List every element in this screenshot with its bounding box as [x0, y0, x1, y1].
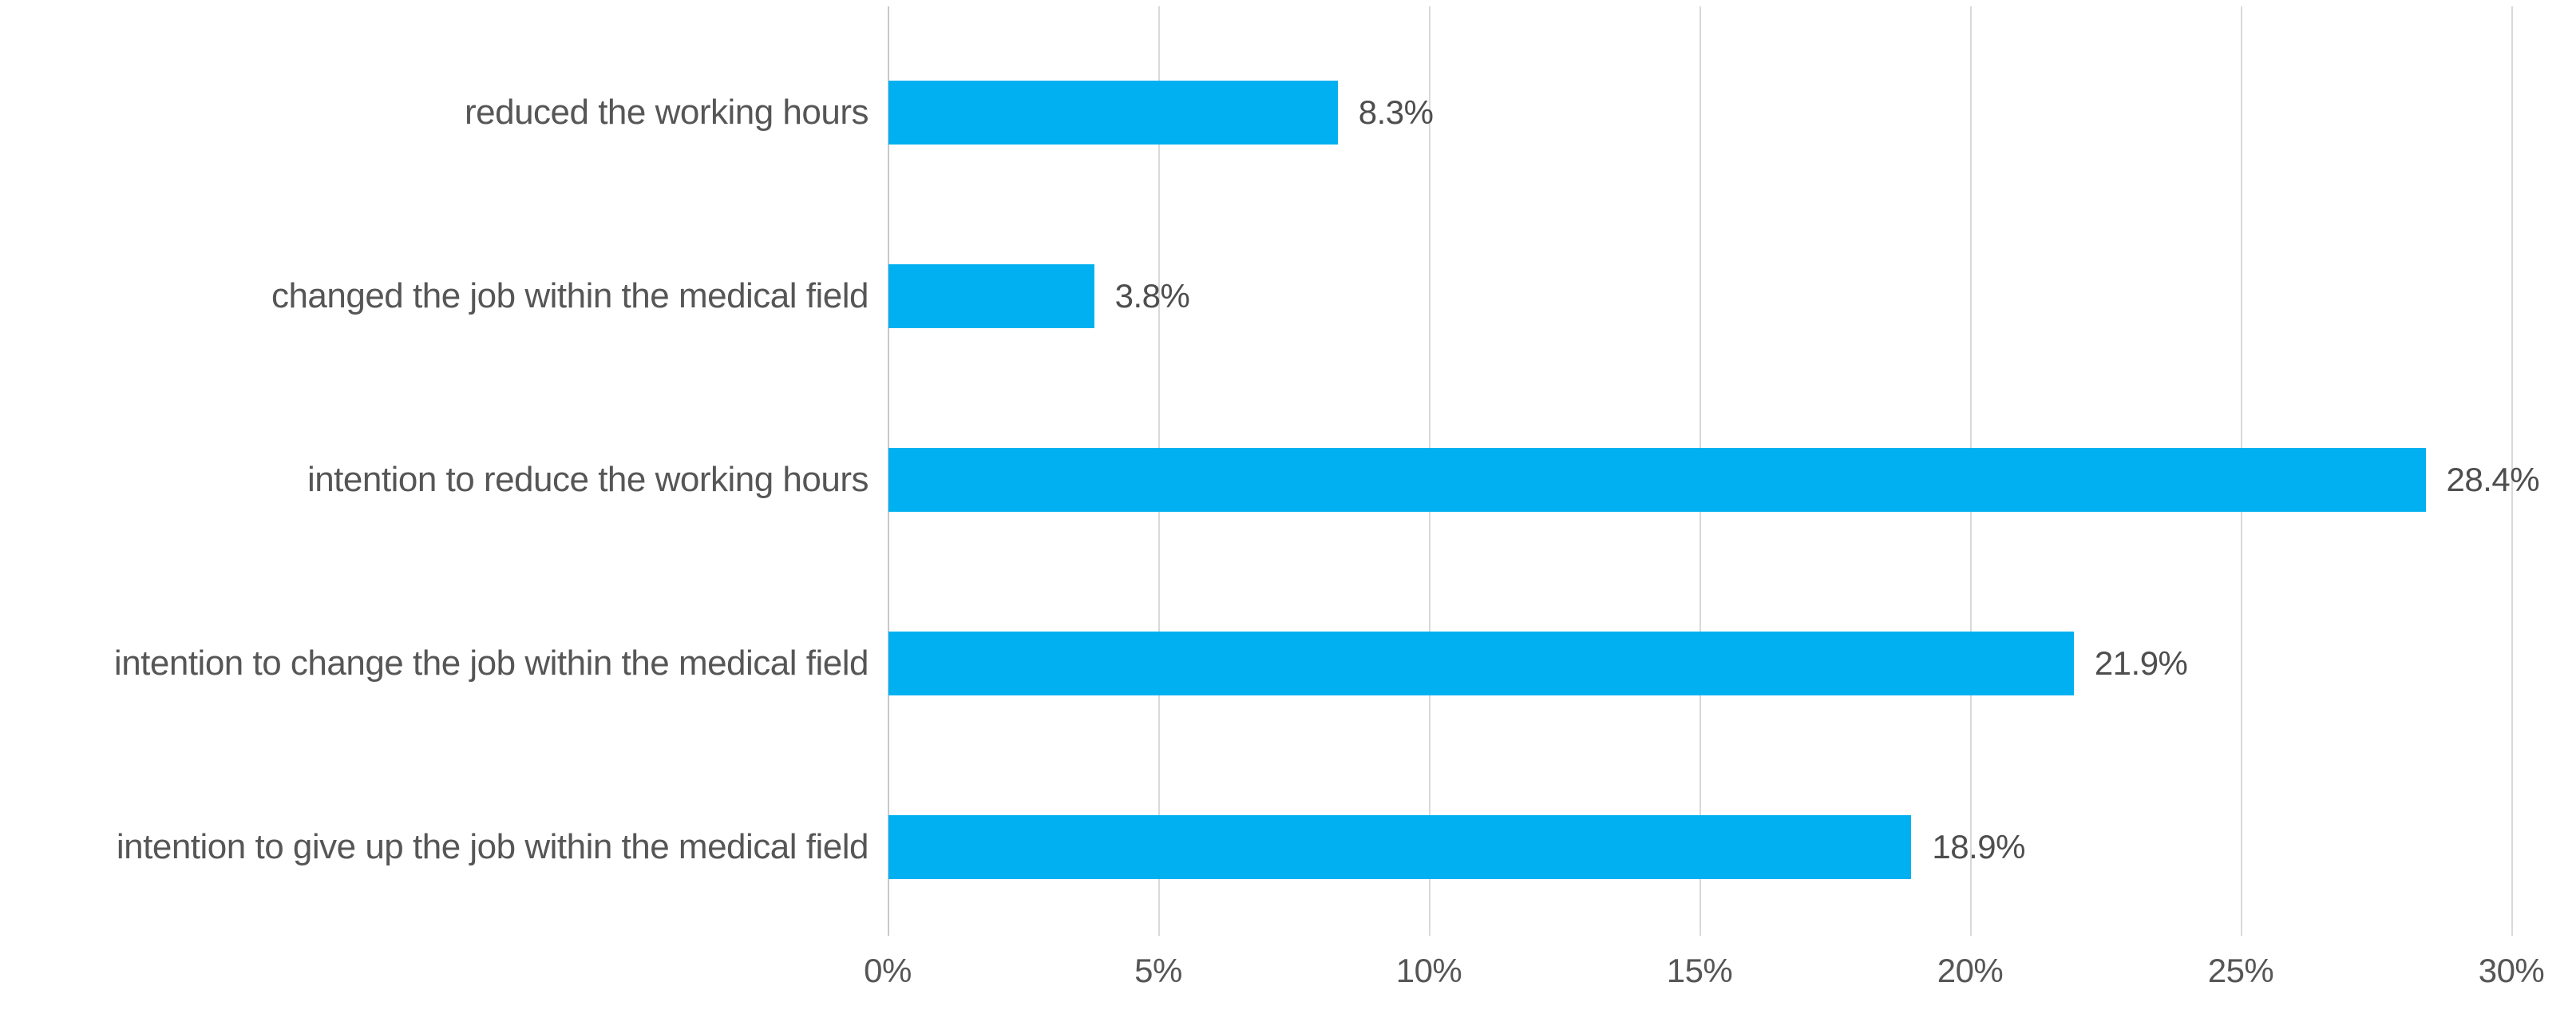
- x-tick-label: 10%: [1395, 952, 1462, 989]
- bar: [888, 448, 2426, 512]
- x-tick-label: 20%: [1937, 952, 2004, 989]
- bar-row: intention to give up the job within the …: [0, 755, 2576, 939]
- bar-value-label: 3.8%: [1114, 277, 1190, 315]
- x-tick-label: 25%: [2207, 952, 2274, 989]
- bar: [888, 815, 1912, 879]
- category-label: changed the job within the medical field: [271, 276, 869, 315]
- gridline: [2511, 6, 2513, 936]
- x-tick-label: 30%: [2478, 952, 2545, 989]
- bar-row: changed the job within the medical field…: [0, 204, 2576, 388]
- category-label: intention to change the job within the m…: [113, 644, 869, 683]
- bar-row: reduced the working hours 8.3%: [0, 21, 2576, 204]
- bar: [888, 81, 1338, 145]
- x-tick-label: 0%: [864, 952, 912, 989]
- x-tick-label: 5%: [1134, 952, 1182, 989]
- bar: [888, 264, 1094, 328]
- category-label: reduced the working hours: [464, 93, 869, 132]
- bar-row: intention to reduce the working hours 28.…: [0, 388, 2576, 572]
- bar-value-label: 28.4%: [2446, 461, 2540, 498]
- x-tick-label: 15%: [1666, 952, 1733, 989]
- bar-value-label: 21.9%: [2094, 644, 2188, 682]
- category-label: intention to reduce the working hours: [307, 460, 869, 499]
- bar-row: intention to change the job within the m…: [0, 572, 2576, 755]
- bar-value-label: 8.3%: [1358, 93, 1434, 131]
- category-label: intention to give up the job within the …: [116, 827, 869, 866]
- bar-value-label: 18.9%: [1932, 828, 2025, 865]
- bar: [888, 632, 2074, 695]
